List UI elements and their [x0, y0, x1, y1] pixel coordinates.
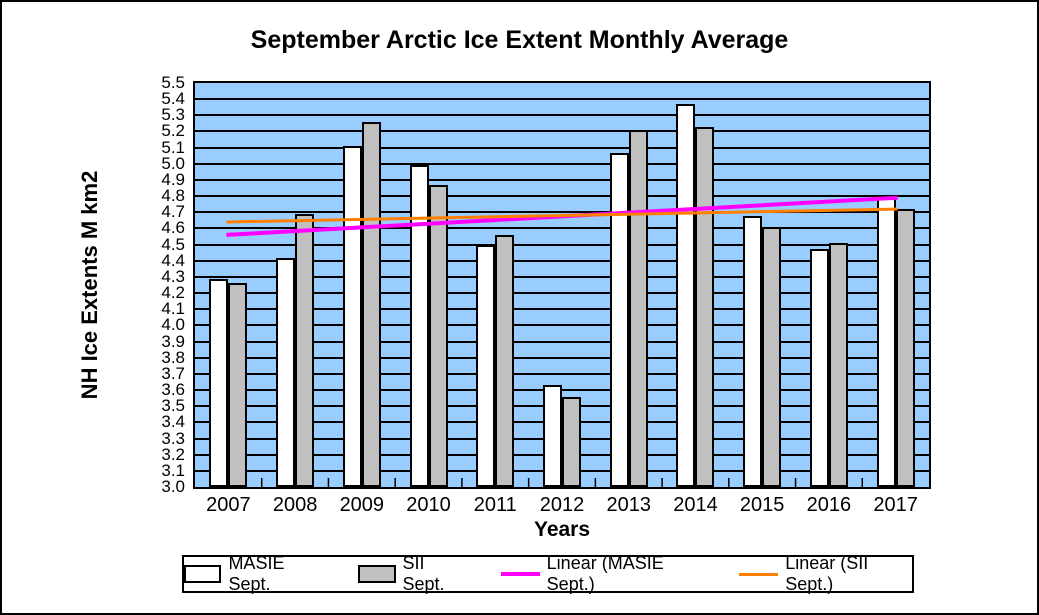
legend-bar-swatch — [358, 565, 396, 583]
gridline — [195, 162, 929, 165]
gridline — [195, 130, 929, 133]
bar-sii-2014 — [695, 126, 715, 487]
bar-masie-2008 — [276, 257, 296, 487]
bar-masie-2017 — [876, 197, 896, 487]
y-tick-label-3.9: 3.9 — [161, 331, 185, 351]
x-tick-label-2014: 2014 — [673, 494, 718, 516]
gridline — [195, 178, 929, 181]
x-tick-label-2016: 2016 — [806, 494, 852, 516]
x-axis-title: Years — [533, 518, 591, 541]
y-tick-label-5.5: 5.5 — [161, 73, 185, 92]
x-tick-label-2013: 2013 — [606, 494, 651, 516]
bar-masie-2009 — [342, 146, 362, 487]
y-tick-label-4.3: 4.3 — [161, 266, 185, 286]
y-tick-label-4.7: 4.7 — [161, 202, 185, 222]
gridline — [195, 243, 929, 246]
bar-masie-2015 — [743, 215, 763, 487]
bar-sii-2008 — [295, 213, 315, 487]
x-tick-label-2007: 2007 — [206, 494, 251, 516]
legend-item-3: Linear (SII Sept.) — [739, 553, 912, 595]
y-tick-label-4.2: 4.2 — [161, 283, 185, 303]
y-tick-label-3.0: 3.0 — [161, 477, 185, 496]
y-tick-label-3.6: 3.6 — [161, 380, 185, 400]
legend-label: Linear (SII Sept.) — [785, 553, 869, 594]
bar-sii-2013 — [628, 129, 648, 487]
plot-area-border — [193, 81, 931, 489]
bar-sii-2009 — [361, 121, 381, 487]
bar-masie-2012 — [543, 385, 562, 487]
bar-masie-2010 — [409, 165, 429, 487]
y-tick-label-3.5: 3.5 — [161, 396, 185, 416]
gridline — [195, 356, 929, 359]
legend-label: MASIE Sept. — [228, 553, 285, 594]
chart-title: September Arctic Ice Extent Monthly Aver… — [250, 26, 789, 54]
bar-sii-2010 — [428, 184, 448, 487]
y-tick-label-3.1: 3.1 — [161, 460, 185, 480]
legend-item-1: SII Sept. — [358, 553, 466, 595]
y-tick-label-3.2: 3.2 — [161, 444, 185, 464]
legend-line-swatch — [500, 572, 540, 576]
gridline — [195, 259, 929, 262]
gridline — [195, 146, 929, 149]
x-tick-label-2015: 2015 — [739, 494, 785, 516]
gridline — [195, 98, 929, 101]
plot-area — [195, 83, 929, 487]
y-tick-label-4.6: 4.6 — [161, 218, 185, 238]
x-tick-label-2012: 2012 — [539, 494, 585, 516]
gridline — [195, 308, 929, 311]
legend: MASIE Sept. SII Sept. Linear (MASIE Sept.)… — [182, 553, 914, 595]
y-tick-label-5.1: 5.1 — [161, 137, 185, 157]
bar-masie-2007 — [209, 278, 229, 487]
x-tick-label-2010: 2010 — [406, 494, 451, 516]
y-tick-label-5.2: 5.2 — [161, 121, 185, 141]
gridline — [195, 372, 929, 375]
y-tick-label-3.7: 3.7 — [161, 363, 185, 383]
y-tick-label-5.4: 5.4 — [161, 89, 185, 109]
bar-masie-2013 — [609, 152, 629, 487]
y-tick-label-4.9: 4.9 — [161, 169, 185, 189]
legend-item-0: MASIE Sept. — [184, 553, 324, 595]
gridline — [195, 114, 929, 117]
x-tick-label-2009: 2009 — [339, 494, 385, 516]
gridline — [195, 389, 929, 392]
gridline — [195, 340, 929, 343]
y-tick-label-4.1: 4.1 — [161, 299, 185, 319]
bar-masie-2011 — [476, 244, 496, 487]
y-axis-title: NH Ice Extents M km2 — [77, 170, 102, 400]
legend-line-swatch — [739, 572, 779, 576]
legend-label: Linear (MASIE Sept.) — [546, 553, 664, 594]
y-tick-label-5.3: 5.3 — [161, 105, 185, 125]
legend-item-2: Linear (MASIE Sept.) — [500, 553, 706, 595]
y-tick-label-4.4: 4.4 — [161, 250, 185, 270]
gridline — [195, 324, 929, 327]
bar-sii-2011 — [495, 234, 515, 487]
bar-sii-2017 — [895, 209, 915, 487]
bar-sii-2012 — [562, 396, 581, 487]
y-tick-label-4.8: 4.8 — [161, 186, 185, 206]
gridline — [195, 195, 929, 198]
gridline — [195, 275, 929, 278]
legend-label: SII Sept. — [402, 553, 445, 594]
bar-sii-2015 — [762, 226, 782, 487]
y-tick-label-3.8: 3.8 — [161, 347, 185, 367]
bar-masie-2016 — [809, 249, 829, 487]
gridline — [195, 292, 929, 295]
bar-masie-2014 — [676, 104, 696, 487]
legend-bar-swatch — [184, 565, 222, 583]
bar-sii-2016 — [828, 242, 848, 487]
y-tick-label-3.4: 3.4 — [161, 412, 185, 432]
y-tick-label-4.0: 4.0 — [161, 315, 185, 335]
x-tick-label-2017: 2017 — [873, 494, 918, 516]
y-tick-label-5.0: 5.0 — [161, 153, 185, 173]
y-tick-label-4.5: 4.5 — [161, 234, 185, 254]
bar-sii-2007 — [228, 283, 248, 487]
x-tick-label-2008: 2008 — [272, 494, 318, 516]
x-tick-label-2011: 2011 — [473, 494, 517, 516]
y-tick-label-3.3: 3.3 — [161, 428, 185, 448]
